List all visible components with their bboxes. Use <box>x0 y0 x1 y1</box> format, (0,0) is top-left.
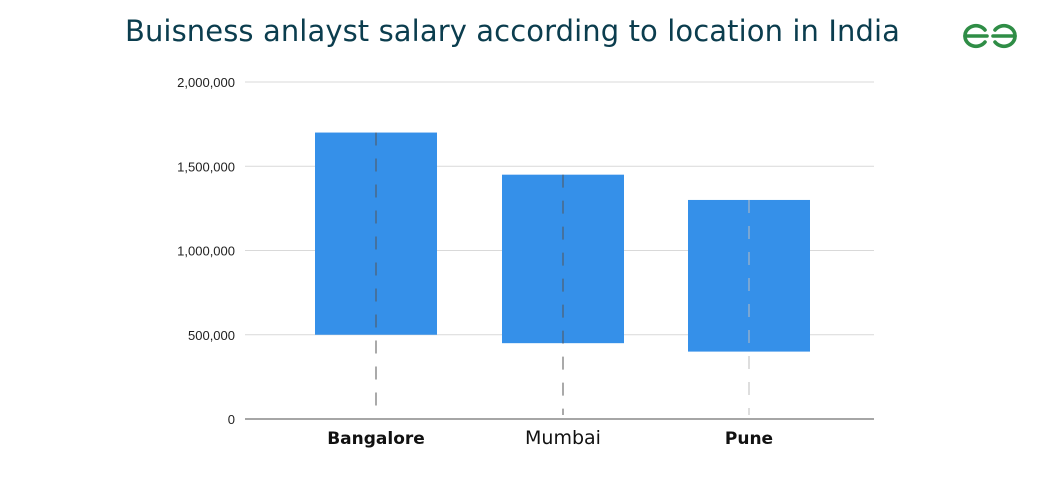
gfg-logo-icon <box>963 23 1017 49</box>
bar <box>688 199 810 352</box>
chart-title: Buisness anlayst salary according to loc… <box>124 14 901 48</box>
y-tick-label: 0 <box>228 412 235 427</box>
y-tick-label: 1,000,000 <box>177 244 235 259</box>
y-tick-label: 1,500,000 <box>177 159 235 174</box>
x-tick-label: Bangalore <box>327 429 425 449</box>
x-tick-label: Pune <box>725 429 773 449</box>
y-tick-label: 2,000,000 <box>177 75 235 90</box>
x-tick-label: Mumbai <box>525 427 601 449</box>
y-tick-label: 500,000 <box>188 328 235 343</box>
